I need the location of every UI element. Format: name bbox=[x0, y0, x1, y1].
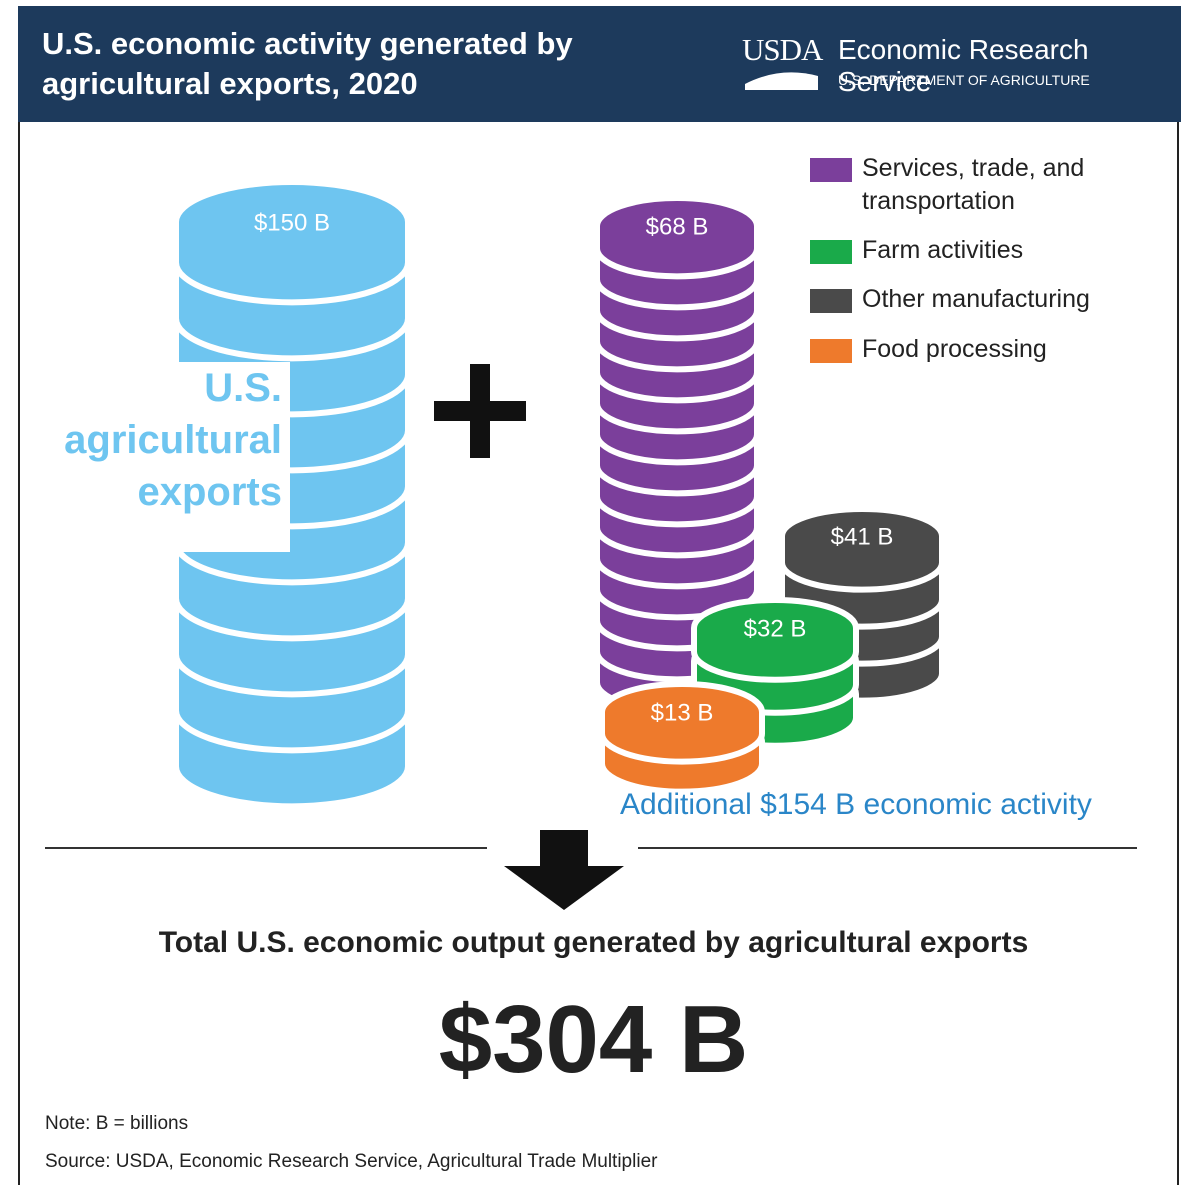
legend-label: Other manufacturing bbox=[862, 285, 1090, 313]
coin-label: $150 B bbox=[254, 209, 330, 236]
legend-label: Food processing bbox=[862, 335, 1047, 363]
header bbox=[18, 6, 1181, 122]
plus-v bbox=[470, 364, 490, 458]
coin-label: $41 B bbox=[831, 523, 894, 550]
coin bbox=[779, 506, 945, 593]
coin-label: $68 B bbox=[646, 213, 709, 240]
coin bbox=[599, 681, 765, 765]
logo: USDA bbox=[742, 32, 823, 67]
arrow bbox=[504, 830, 624, 910]
legend-label: Services, trade, and transportation bbox=[862, 154, 1085, 215]
note: Note: B = billions bbox=[45, 1113, 189, 1134]
usda-mark bbox=[745, 72, 818, 90]
coin bbox=[594, 195, 760, 280]
legend-swatch bbox=[810, 240, 852, 264]
coin-label: $32 B bbox=[744, 615, 807, 642]
total-value: $304 B bbox=[438, 986, 749, 1093]
coin bbox=[173, 179, 411, 306]
total-label: Total U.S. economic output generated by … bbox=[158, 926, 1029, 959]
legend-swatch bbox=[810, 339, 852, 363]
department: U.S. DEPARTMENT OF AGRICULTURE bbox=[838, 72, 1090, 88]
coin bbox=[691, 597, 859, 683]
frame bbox=[18, 6, 1179, 1185]
legend-label: Farm activities bbox=[862, 236, 1024, 264]
legend-swatch bbox=[810, 158, 852, 182]
coin-label: $13 B bbox=[651, 699, 714, 726]
agency: Economic Research Service bbox=[838, 34, 1089, 97]
source: Source: USDA, Economic Research Service,… bbox=[45, 1151, 658, 1172]
legend-swatch bbox=[810, 289, 852, 313]
exports-label: U.S. agricultural exports bbox=[64, 366, 282, 514]
additional: Additional $154 B economic activity bbox=[620, 788, 1092, 821]
label-backdrop bbox=[170, 362, 290, 552]
title: U.S. economic activity generated by agri… bbox=[42, 26, 573, 101]
